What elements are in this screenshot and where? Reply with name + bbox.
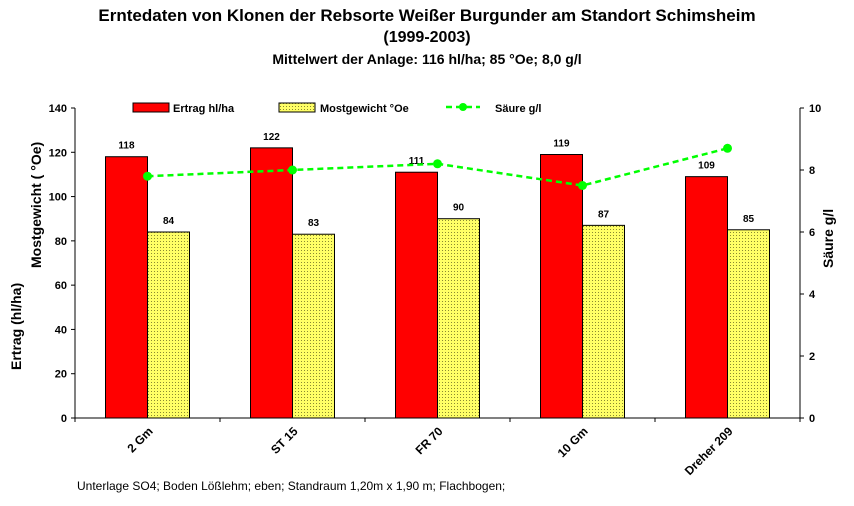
x-tick-label: ST 15 (268, 424, 301, 457)
legend-swatch-saeure-marker (459, 103, 467, 111)
bar-mostgewicht (582, 224, 625, 419)
bar-ertrag (250, 147, 293, 419)
data-label-mostgewicht: 90 (453, 203, 465, 214)
point-saeure (723, 143, 732, 153)
bar-ertrag (105, 156, 148, 419)
left-y-tick-label: 40 (55, 324, 67, 336)
point-saeure (288, 165, 297, 175)
point-saeure (143, 171, 152, 181)
data-label-ertrag: 111 (409, 156, 425, 167)
right-y-tick-label: 8 (809, 165, 815, 177)
bar-mostgewicht (292, 233, 335, 419)
footnote: Unterlage SO4; Boden Lößlehm; eben; Stan… (77, 479, 506, 493)
right-y-tick-label: 4 (809, 289, 816, 301)
data-label-mostgewicht: 85 (743, 214, 755, 225)
data-label-mostgewicht: 84 (163, 216, 175, 227)
left-y-tick-label: 80 (55, 236, 67, 248)
left-y-tick-label: 60 (55, 280, 67, 292)
chart-subtitle-average: Mittelwert der Anlage: 116 hl/ha; 85 °Oe… (272, 51, 582, 67)
point-saeure (578, 181, 587, 190)
left-y-tick-label: 0 (61, 413, 67, 425)
legend-label-mostgewicht: Mostgewicht °Oe (320, 103, 409, 115)
x-tick-label: FR 70 (413, 424, 446, 457)
right-y-tick-label: 10 (809, 103, 821, 115)
bar-ertrag (685, 176, 728, 419)
right-y-tick-label: 6 (809, 227, 815, 239)
data-label-ertrag: 109 (698, 161, 715, 172)
chart-subtitle: (1999-2003) (383, 29, 471, 46)
point-saeure (433, 159, 442, 169)
chart-title: Erntedaten von Klonen der Rebsorte Weiße… (98, 6, 756, 25)
x-tick-label: 10 Gm (555, 424, 591, 460)
bar-mostgewicht (727, 229, 770, 419)
left-y-tick-label: 140 (49, 103, 67, 115)
x-tick-label: 2 Gm (124, 424, 155, 455)
legend-swatch-mostgewicht (278, 102, 316, 113)
legend-label-saeure: Säure g/l (495, 103, 541, 115)
data-label-ertrag: 122 (263, 132, 280, 143)
data-label-ertrag: 119 (553, 139, 570, 150)
data-label-mostgewicht: 83 (308, 218, 320, 229)
legend-label-ertrag: Ertrag hl/ha (173, 103, 235, 115)
left-y-tick-label: 120 (49, 147, 67, 159)
data-label-ertrag: 118 (118, 141, 135, 152)
right-y-tick-label: 2 (809, 351, 815, 363)
legend-swatch-ertrag (132, 102, 170, 113)
bar-ertrag (540, 154, 583, 419)
x-tick-label: Dreher 209 (682, 424, 736, 478)
left-y-tick-label: 20 (55, 369, 67, 381)
bar-mostgewicht (437, 218, 480, 419)
bar-ertrag (395, 171, 438, 419)
right-y-tick-label: 0 (809, 413, 815, 425)
data-label-mostgewicht: 87 (598, 209, 610, 220)
left-y-tick-label: 100 (49, 192, 67, 204)
bar-mostgewicht (147, 231, 190, 419)
